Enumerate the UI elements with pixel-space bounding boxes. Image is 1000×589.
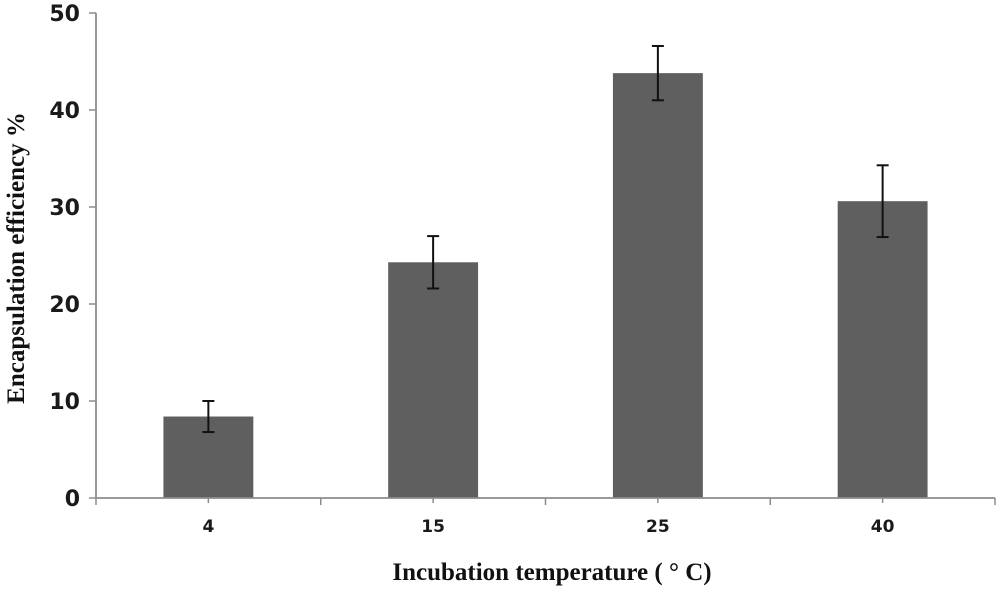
- labels-layer: 4 15 25 40 0 10 20 30 40 50: [49, 2, 894, 537]
- y-tick-label-50: 50: [49, 2, 80, 27]
- bar-15: [388, 262, 479, 498]
- y-tick-label-20: 20: [49, 293, 80, 318]
- y-tick-label-30: 30: [49, 196, 80, 221]
- x-axis-title: Incubation temperature ( ° C): [392, 559, 711, 586]
- x-tick-label-4: 4: [202, 517, 214, 537]
- x-tick-label-40: 40: [871, 517, 895, 537]
- y-tick-label-40: 40: [49, 99, 80, 124]
- y-tick-label-0: 0: [65, 487, 80, 512]
- bar-40: [837, 201, 928, 498]
- y-tick-label-10: 10: [49, 390, 80, 415]
- axes-layer: [89, 12, 996, 505]
- bar-25: [612, 73, 703, 498]
- x-tick-label-15: 15: [421, 517, 445, 537]
- bars-layer: [163, 44, 928, 498]
- y-axis-title: Encapsulation efficiency %: [3, 112, 30, 404]
- x-tick-label-25: 25: [646, 517, 670, 537]
